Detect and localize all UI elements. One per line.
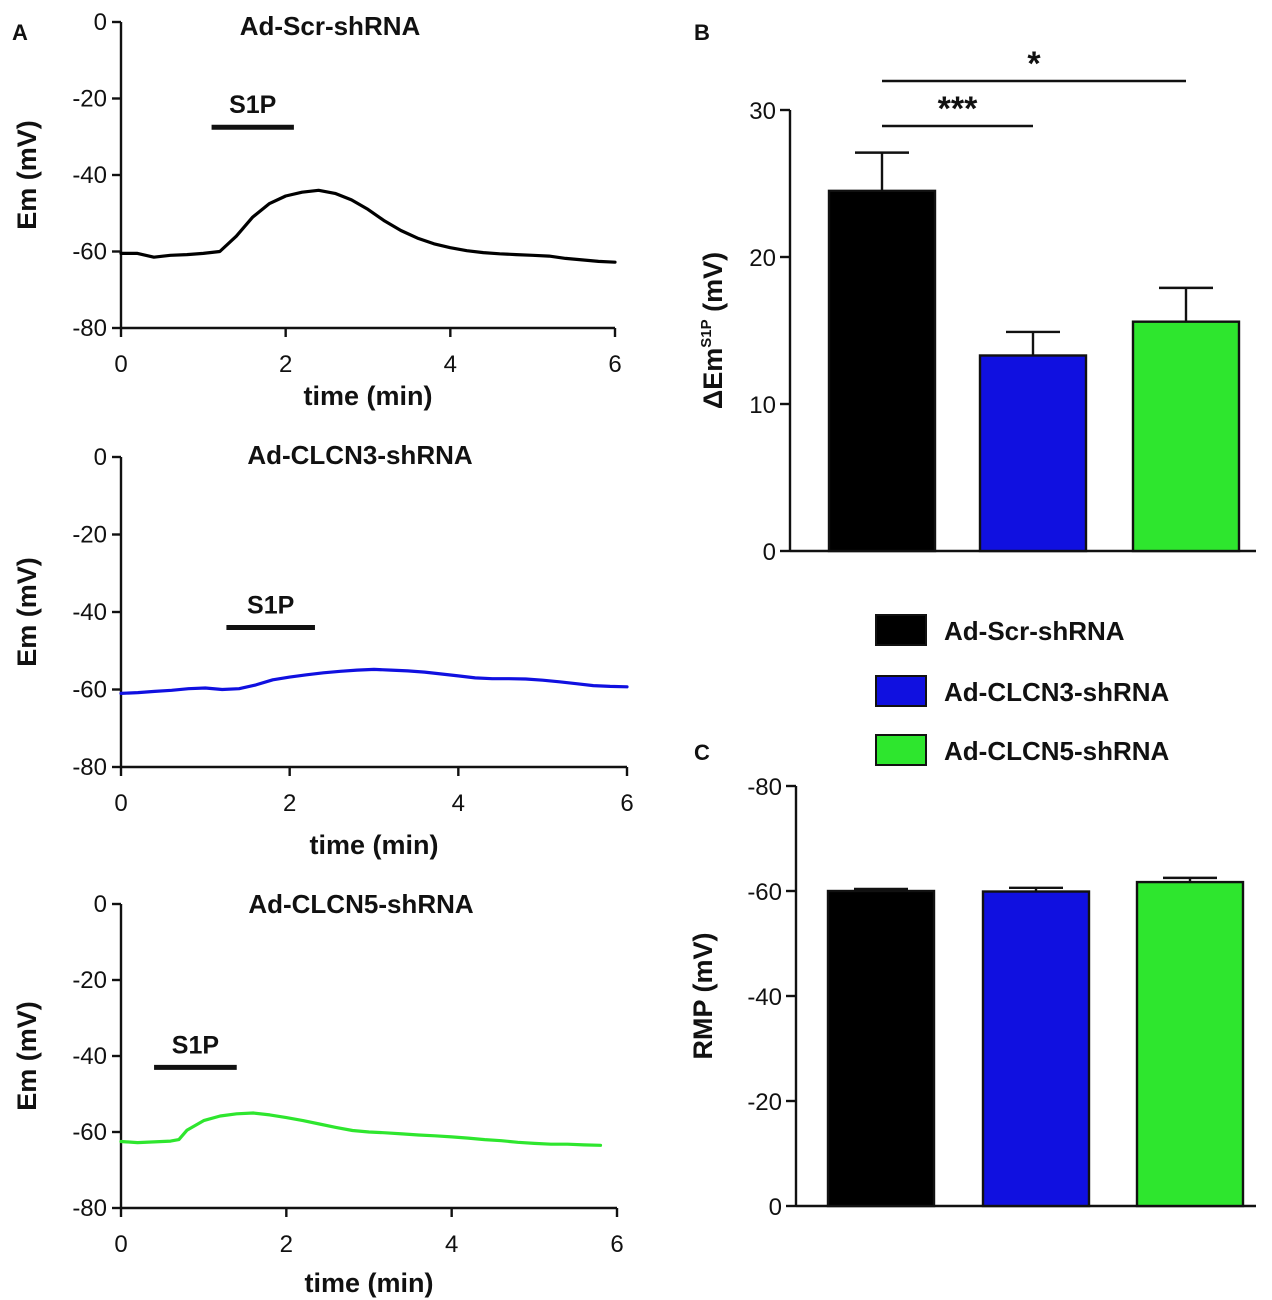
- y-tick-label: 20: [749, 245, 776, 272]
- y-tick-label: -80: [72, 1195, 107, 1222]
- y-axis-title-superscript: S1P: [698, 319, 715, 347]
- panel-letter-b: B: [694, 20, 710, 45]
- y-tick-label: -60: [72, 239, 107, 266]
- bar-1: [981, 890, 1091, 1208]
- rmp-bar-chart: 0 -20 -40 -60 -80 RMP (mV): [688, 774, 1256, 1221]
- y-tick-label: 0: [94, 9, 107, 36]
- x-tick-label: 2: [279, 351, 292, 378]
- membrane-potential-trace: [119, 667, 629, 695]
- significance-label-1: *: [1027, 45, 1041, 83]
- legend-label-clcn3: Ad-CLCN3-shRNA: [944, 677, 1170, 707]
- y-tick-label: 10: [749, 392, 776, 419]
- x-axis-title: time (min): [303, 381, 432, 411]
- x-axis-title: time (min): [304, 1268, 433, 1298]
- trace-title: Ad-Scr-shRNA: [240, 11, 421, 41]
- y-tick-label: 0: [763, 539, 776, 566]
- legend-swatch-clcn5: [875, 734, 927, 766]
- y-axis-title-unit: (mV): [698, 252, 728, 320]
- legend-label-scr: Ad-Scr-shRNA: [944, 616, 1125, 646]
- y-tick-label: -40: [747, 984, 782, 1011]
- y-axis-title: ΔEmS1P (mV): [698, 252, 728, 409]
- bar-0: [827, 189, 937, 553]
- legend: Ad-Scr-shRNA Ad-CLCN3-shRNA Ad-CLCN5-shR…: [875, 614, 1170, 766]
- trace-panel-scr: 0 -20 -40 -60 -80 0 2 4 6 time (min) Em (mV) Ad-Scr…: [12, 9, 622, 411]
- y-tick-label: 30: [749, 98, 776, 125]
- stimulus-label: S1P: [172, 1031, 219, 1059]
- y-tick-label: -60: [747, 879, 782, 906]
- y-tick-label: -40: [72, 162, 107, 189]
- bar-2: [1131, 320, 1241, 553]
- trace-title: Ad-CLCN5-shRNA: [248, 889, 474, 919]
- x-axis-title: time (min): [309, 830, 438, 860]
- y-axis-title: RMP (mV): [688, 932, 718, 1059]
- y-tick-label: -20: [72, 967, 107, 994]
- stimulus-label: S1P: [229, 91, 276, 119]
- y-axis-title: Em (mV): [12, 1001, 42, 1111]
- y-tick-label: -20: [747, 1089, 782, 1116]
- bar-0: [826, 889, 936, 1208]
- y-axis-title-main: ΔEm: [698, 348, 728, 409]
- legend-label-clcn5: Ad-CLCN5-shRNA: [944, 736, 1170, 766]
- panel-letter-c: C: [694, 740, 710, 765]
- x-tick-label: 6: [608, 351, 621, 378]
- x-tick-label: 6: [620, 790, 633, 817]
- x-tick-label: 0: [114, 790, 127, 817]
- x-tick-label: 2: [280, 1231, 293, 1258]
- x-tick-label: 2: [283, 790, 296, 817]
- y-axis-title: Em (mV): [12, 557, 42, 667]
- y-tick-label: -80: [747, 774, 782, 801]
- y-tick-label: -80: [72, 754, 107, 781]
- trace-title: Ad-CLCN3-shRNA: [247, 440, 473, 470]
- bar-1: [978, 354, 1088, 553]
- significance-label-0: ***: [938, 90, 978, 128]
- y-tick-label: -20: [72, 86, 107, 113]
- x-tick-label: 0: [114, 351, 127, 378]
- x-tick-label: 4: [444, 351, 457, 378]
- y-tick-label: 0: [94, 891, 107, 918]
- y-tick-label: -60: [72, 677, 107, 704]
- membrane-potential-trace: [119, 188, 617, 264]
- y-tick-label: 0: [769, 1194, 782, 1221]
- membrane-potential-trace: [119, 1111, 603, 1147]
- y-axis-title: Em (mV): [12, 120, 42, 230]
- legend-swatch-scr: [875, 614, 927, 646]
- trace-panel-clcn5: 0 -20 -40 -60 -80 0 2 4 6 time (min) Em (mV) Ad-CLC…: [12, 889, 624, 1298]
- legend-swatch-clcn3: [875, 675, 927, 707]
- y-tick-label: -60: [72, 1119, 107, 1146]
- bar-2: [1135, 880, 1245, 1208]
- y-tick-label: -80: [72, 315, 107, 342]
- x-tick-label: 0: [114, 1231, 127, 1258]
- stimulus-label: S1P: [247, 592, 294, 620]
- x-tick-label: 4: [452, 790, 465, 817]
- y-tick-label: -40: [72, 1043, 107, 1070]
- y-tick-label: -40: [72, 599, 107, 626]
- panel-letter-a: A: [12, 20, 28, 45]
- x-tick-label: 6: [610, 1231, 623, 1258]
- y-tick-label: 0: [94, 444, 107, 471]
- x-tick-label: 4: [445, 1231, 458, 1258]
- trace-panel-clcn3: 0 -20 -40 -60 -80 0 2 4 6 time (min) Em (mV) Ad-CLC…: [12, 440, 634, 860]
- y-tick-label: -20: [72, 522, 107, 549]
